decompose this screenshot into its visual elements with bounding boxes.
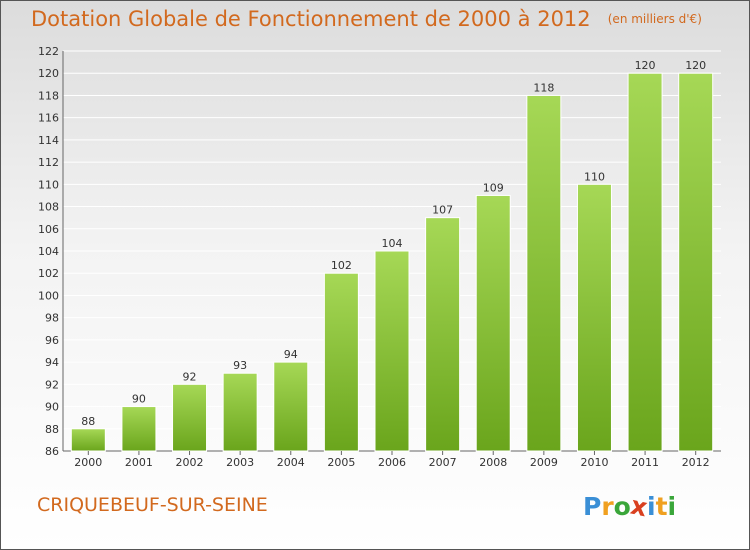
bar-2012 (678, 72, 714, 452)
data-label: 88 (81, 415, 95, 428)
data-label: 120 (685, 59, 706, 72)
y-tick-label: 90 (45, 401, 59, 414)
y-tick-label: 122 (38, 45, 59, 58)
data-label: 94 (284, 348, 298, 361)
x-tick-label: 2009 (530, 456, 558, 469)
x-tick-label: 2005 (327, 456, 355, 469)
x-tick-label: 2001 (125, 456, 153, 469)
bar-2003 (222, 372, 258, 452)
bar-2007 (425, 217, 461, 452)
y-tick-label: 102 (38, 267, 59, 280)
y-tick-label: 118 (38, 89, 59, 102)
data-label: 110 (584, 170, 605, 183)
data-label: 90 (132, 393, 146, 406)
data-label: 93 (233, 359, 247, 372)
bar-2006 (374, 250, 410, 452)
bar-2010 (576, 183, 612, 452)
x-tick-label: 2003 (226, 456, 254, 469)
data-label: 120 (635, 59, 656, 72)
bar-2011 (627, 72, 663, 452)
y-tick-label: 106 (38, 223, 59, 236)
data-label: 118 (533, 81, 554, 94)
bar-2005 (323, 272, 359, 452)
y-tick-label: 92 (45, 378, 59, 391)
x-tick-label: 2010 (580, 456, 608, 469)
x-tick-label: 2006 (378, 456, 406, 469)
y-tick-label: 86 (45, 445, 59, 458)
logo-letter: i (667, 492, 677, 521)
y-tick-label: 108 (38, 201, 59, 214)
y-tick-label: 114 (38, 134, 59, 147)
x-tick-label: 2012 (682, 456, 710, 469)
y-tick-label: 100 (38, 289, 59, 302)
y-tick-label: 88 (45, 423, 59, 436)
data-label: 109 (483, 181, 504, 194)
data-label: 92 (183, 370, 197, 383)
x-tick-label: 2011 (631, 456, 659, 469)
x-tick-label: 2007 (429, 456, 457, 469)
data-label: 104 (382, 237, 403, 250)
bar-2002 (172, 383, 208, 452)
bar-2001 (121, 406, 157, 452)
logo-letter: P (583, 492, 602, 521)
data-label: 102 (331, 259, 352, 272)
chart-subtitle: (en milliers d'€) (607, 12, 702, 26)
y-tick-label: 104 (38, 245, 59, 258)
logo-letter: r (601, 492, 614, 521)
place-name: CRIQUEBEUF-SUR-SEINE (37, 494, 268, 516)
logo-letter: t (655, 492, 668, 521)
y-tick-label: 112 (38, 156, 59, 169)
chart-title: Dotation Globale de Fonctionnement de 20… (31, 7, 591, 31)
y-tick-label: 120 (38, 67, 59, 80)
logo-letter: o (613, 492, 631, 521)
x-tick-label: 2004 (277, 456, 305, 469)
y-tick-label: 96 (45, 334, 59, 347)
x-tick-label: 2002 (176, 456, 204, 469)
y-tick-label: 116 (38, 112, 59, 125)
proxiti-logo: Proxiti (583, 491, 677, 523)
bar-2004 (273, 361, 309, 452)
y-tick-label: 110 (38, 178, 59, 191)
logo-letter: i (647, 492, 656, 521)
x-tick-label: 2000 (74, 456, 102, 469)
data-label: 107 (432, 204, 453, 217)
bar-2000 (70, 428, 106, 452)
bar-2008 (475, 194, 511, 452)
y-tick-label: 94 (45, 356, 59, 369)
x-tick-label: 2008 (479, 456, 507, 469)
bar-2009 (526, 94, 562, 452)
y-tick-label: 98 (45, 312, 59, 325)
chart-title-row: Dotation Globale de Fonctionnement de 20… (31, 7, 702, 31)
